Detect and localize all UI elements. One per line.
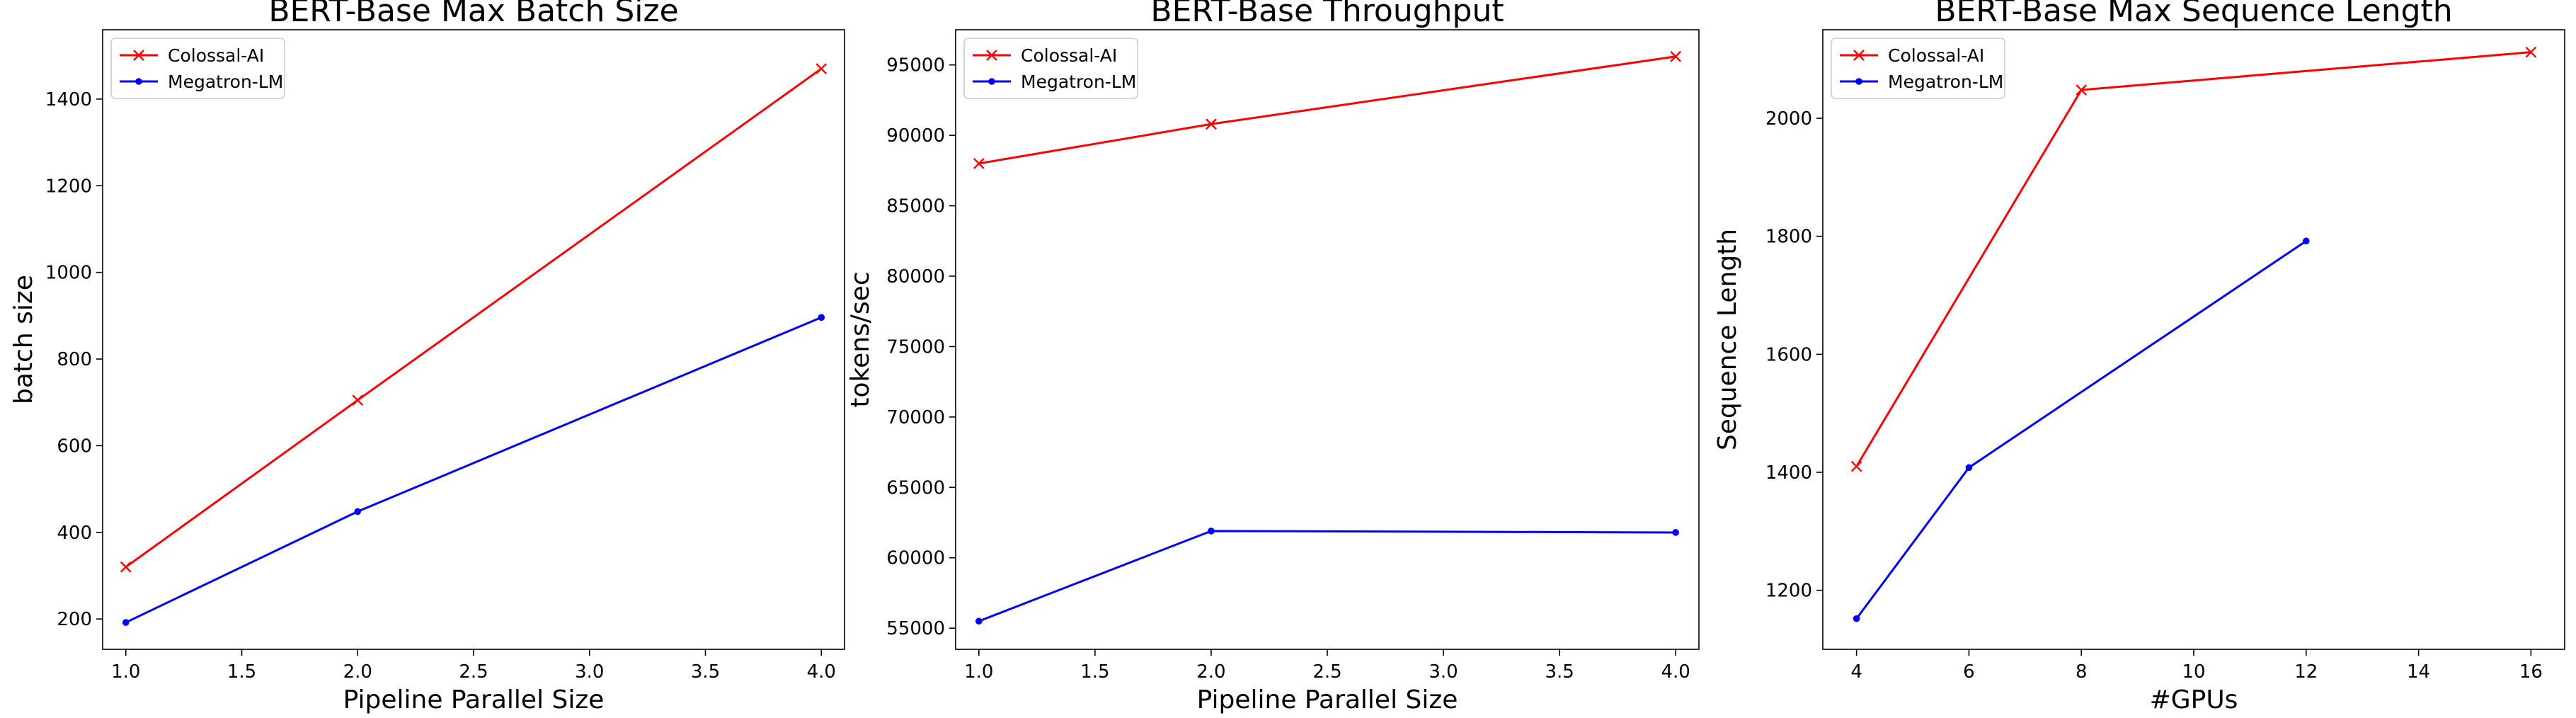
chart-1-y-axis-label: batch size	[9, 275, 38, 404]
chart-2-title: BERT-Base Throughput	[1150, 0, 1504, 29]
chart-3-series-megatron-lm-point	[2302, 237, 2310, 245]
chart-3-legend-colossal-ai-label: Colossal-AI	[1888, 45, 1984, 66]
chart-3-series-colossal-ai-point	[2076, 84, 2088, 96]
chart-2-legend-colossal-ai-label: Colossal-AI	[1021, 45, 1117, 66]
chart-2-legend	[963, 38, 1138, 99]
chart-3-y-axis-label: Sequence Length	[1713, 229, 1742, 450]
chart-2-series-colossal-ai-point	[1670, 50, 1682, 62]
chart-1-y-tick-label: 1200	[45, 176, 92, 197]
chart-3-y-tick-label: 1800	[1765, 227, 1812, 248]
chart-3-legend-megatron-lm-marker	[1855, 78, 1862, 85]
chart-1-x-axis-label: Pipeline Parallel Size	[343, 685, 605, 714]
chart-1-y-tick-label: 1400	[45, 89, 92, 110]
chart-1-y-tick-label: 200	[57, 609, 92, 630]
chart-1-series-colossal-ai-point	[120, 561, 132, 573]
chart-1-series-megatron-lm-point	[122, 619, 130, 626]
chart-2-x-tick-label: 2.5	[1312, 661, 1341, 683]
chart-3-series-megatron-lm-point	[1853, 615, 1860, 622]
chart-1-y-tick-label: 1000	[45, 263, 92, 284]
chart-1-x-tick-label: 2.0	[343, 661, 372, 683]
chart-2-y-tick-label: 80000	[886, 266, 945, 287]
chart-1-x-tick-label: 3.0	[575, 661, 604, 683]
chart-1-axes-frame	[102, 29, 845, 650]
chart-1-y-tick-label: 800	[57, 349, 92, 370]
chart-3-series-colossal-ai-line	[1855, 51, 2531, 467]
chart-3-y-tick-label: 1200	[1765, 581, 1812, 602]
chart-2-x-tick-label: 2.0	[1196, 661, 1225, 683]
chart-3-x-tick-label: 4	[1850, 661, 1862, 683]
chart-2-y-tick-label: 85000	[886, 196, 945, 217]
chart-2-x-tick-label: 3.0	[1429, 661, 1458, 683]
chart-1-legend-megatron-lm-marker	[135, 78, 142, 85]
chart-2-y-tick-label: 70000	[886, 407, 945, 428]
chart-1-x-tick-label: 3.5	[691, 661, 720, 683]
chart-3-legend	[1831, 38, 2005, 99]
chart-3-axes-frame	[1822, 29, 2565, 650]
chart-3-x-tick-label: 12	[2294, 661, 2318, 683]
chart-2-y-tick-label: 60000	[886, 548, 945, 569]
chart-1-series-megatron-lm-point	[818, 314, 825, 321]
chart-2-legend-colossal-ai-marker	[986, 50, 997, 61]
chart-3-series-megatron-lm-point	[1965, 464, 1973, 472]
chart-2-axes-frame	[955, 29, 1700, 650]
chart-1-series-megatron-lm-line	[125, 316, 822, 624]
chart-1-legend-colossal-ai-marker	[133, 50, 144, 61]
chart-3-x-axis-label: #GPUs	[2150, 685, 2238, 714]
chart-1-series-colossal-ai-line	[125, 67, 823, 568]
chart-2-series-megatron-lm-point	[1672, 529, 1679, 536]
chart-1-series-megatron-lm-point	[354, 508, 362, 515]
chart-1-x-tick-label: 1.0	[111, 661, 140, 683]
chart-3-x-tick-label: 10	[2182, 661, 2205, 683]
chart-1-y-tick-label: 600	[57, 435, 92, 457]
chart-2-x-tick-label: 1.0	[964, 661, 993, 683]
chart-3-series-colossal-ai-point	[1850, 460, 1862, 472]
chart-3-y-tick-label: 1400	[1765, 462, 1812, 484]
chart-1-legend-colossal-ai-label: Colossal-AI	[168, 45, 264, 66]
chart-2-x-tick-label: 3.5	[1545, 661, 1574, 683]
chart-2-y-axis-label: tokens/sec	[846, 271, 875, 407]
chart-2-series-megatron-lm-point	[975, 617, 983, 625]
chart-3-y-tick-label: 2000	[1765, 108, 1812, 130]
chart-1-x-tick-label: 1.5	[227, 661, 256, 683]
chart-2-legend-megatron-lm-label: Megatron-LM	[1021, 72, 1136, 92]
chart-3-series-megatron-lm-line	[1855, 240, 2307, 620]
chart-1-y-tick-label: 400	[57, 523, 92, 544]
chart-3-y-tick-label: 1600	[1765, 344, 1812, 365]
chart-1-series-colossal-ai-point	[352, 394, 364, 406]
chart-2-series-colossal-ai-point	[973, 158, 985, 169]
chart-2-legend-megatron-lm-marker	[988, 78, 995, 85]
chart-1-x-tick-label: 2.5	[459, 661, 488, 683]
chart-2-series-colossal-ai-point	[1206, 118, 1217, 130]
chart-3-x-tick-label: 16	[2519, 661, 2543, 683]
chart-2-series-megatron-lm-line	[978, 530, 1676, 622]
chart-2-y-tick-label: 95000	[886, 55, 945, 76]
chart-2-series-megatron-lm-point	[1208, 528, 1215, 535]
chart-3-series-colossal-ai-point	[2525, 46, 2537, 58]
chart-1-x-tick-label: 4.0	[807, 661, 836, 683]
chart-3-x-tick-label: 8	[2076, 661, 2088, 683]
chart-3-legend-colossal-ai-marker	[1853, 50, 1865, 61]
chart-1-legend-megatron-lm-label: Megatron-LM	[168, 72, 283, 92]
chart-3-legend-megatron-lm-label: Megatron-LM	[1888, 72, 2003, 92]
chart-2-y-tick-label: 65000	[886, 477, 945, 498]
chart-1-title: BERT-Base Max Batch Size	[268, 0, 678, 29]
chart-1-legend	[110, 38, 285, 99]
chart-2-x-axis-label: Pipeline Parallel Size	[1197, 685, 1458, 714]
chart-2-x-tick-label: 1.5	[1080, 661, 1109, 683]
chart-3-title: BERT-Base Max Sequence Length	[1935, 0, 2452, 29]
chart-2-y-tick-label: 55000	[886, 618, 945, 639]
chart-2-x-tick-label: 4.0	[1661, 661, 1690, 683]
chart-3-x-tick-label: 14	[2407, 661, 2430, 683]
chart-2-y-tick-label: 75000	[886, 336, 945, 358]
chart-1-series-colossal-ai-point	[815, 63, 828, 74]
chart-3-x-tick-label: 6	[1963, 661, 1975, 683]
chart-2-y-tick-label: 90000	[886, 125, 945, 147]
